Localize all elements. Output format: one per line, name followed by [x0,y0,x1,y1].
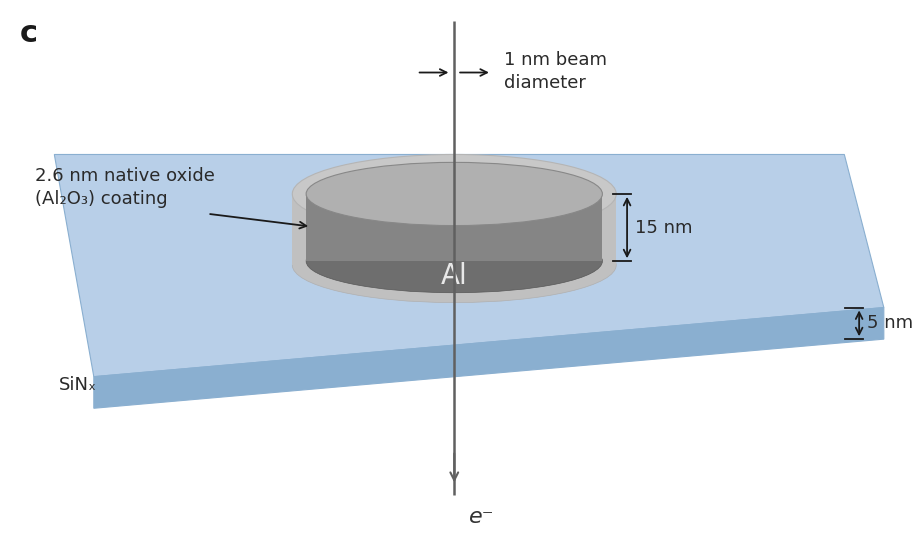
Text: 5 nm: 5 nm [866,314,913,333]
Polygon shape [54,155,883,377]
Ellipse shape [292,228,616,303]
Ellipse shape [306,230,602,293]
Polygon shape [306,194,602,261]
Text: 1 nm beam
diameter: 1 nm beam diameter [503,51,606,92]
Text: 15 nm: 15 nm [634,219,692,237]
Ellipse shape [292,155,616,233]
Text: 2.6 nm native oxide
(Al₂O₃) coating: 2.6 nm native oxide (Al₂O₃) coating [35,167,214,207]
Text: SiNₓ: SiNₓ [59,376,97,393]
Ellipse shape [306,163,602,225]
Text: Al: Al [440,262,467,290]
Polygon shape [292,194,616,265]
Polygon shape [94,308,883,408]
Text: e⁻: e⁻ [469,507,494,527]
Text: c: c [19,19,38,48]
